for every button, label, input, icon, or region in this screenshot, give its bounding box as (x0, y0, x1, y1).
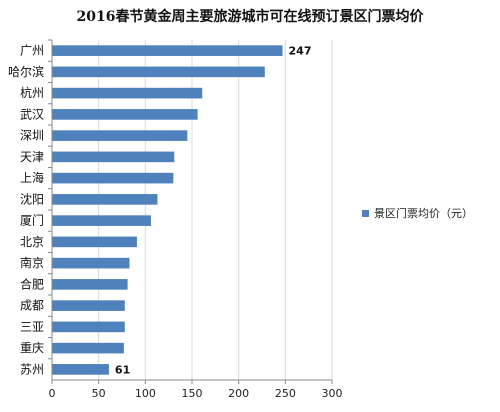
category-label: 广州 (20, 44, 44, 58)
labels: 0 50 100 150 200 250 300 广州哈尔滨杭州武汉深圳天津上海沈阳厦门北京南… (8, 44, 343, 400)
category-label: 厦门 (20, 213, 44, 228)
category-label: 三亚 (20, 320, 44, 334)
category-label: 杭州 (20, 85, 44, 100)
category-label: 合肥 (20, 276, 44, 291)
bar (52, 364, 109, 375)
chart-title: 2016春节黄金周主要旅游城市可在线预订景区门票均价 (76, 9, 424, 25)
bar (52, 87, 203, 99)
category-label: 武汉 (20, 107, 44, 121)
bar (52, 130, 188, 141)
category-label: 深圳 (20, 129, 44, 143)
category-label: 成都 (20, 299, 44, 313)
x-tick-label: 200 (228, 387, 249, 400)
category-label: 苏州 (20, 362, 44, 376)
category-label: 南京 (20, 255, 44, 270)
category-label: 沈阳 (20, 191, 44, 206)
bar (52, 45, 283, 56)
bar (52, 172, 174, 184)
bar (52, 151, 175, 163)
bar (52, 321, 125, 333)
x-tick-label: 300 (322, 387, 343, 400)
x-tick-label: 50 (92, 387, 106, 400)
category-label: 重庆 (20, 341, 44, 355)
category-label: 北京 (20, 235, 44, 249)
axes (48, 39, 333, 384)
bar (52, 342, 124, 354)
bar (52, 300, 125, 311)
legend-swatch (362, 210, 369, 217)
x-tick-label: 100 (135, 387, 156, 400)
bar (52, 194, 158, 205)
bar (52, 257, 130, 269)
bar (52, 279, 128, 290)
legend: 景区门票均价（元） (362, 206, 473, 220)
category-label: 哈尔滨 (8, 64, 44, 79)
data-label: 247 (289, 45, 312, 58)
x-tick-label: 250 (275, 387, 296, 400)
data-label: 61 (115, 363, 130, 376)
bar (52, 236, 137, 248)
legend-label: 景区门票均价（元） (374, 206, 473, 220)
x-tick-label: 0 (49, 387, 56, 400)
bar (52, 66, 265, 78)
bar (52, 109, 198, 120)
category-label: 上海 (20, 170, 44, 185)
bars (52, 45, 283, 375)
x-tick-label: 150 (182, 387, 203, 400)
bar (52, 215, 151, 226)
category-label: 天津 (20, 150, 44, 164)
